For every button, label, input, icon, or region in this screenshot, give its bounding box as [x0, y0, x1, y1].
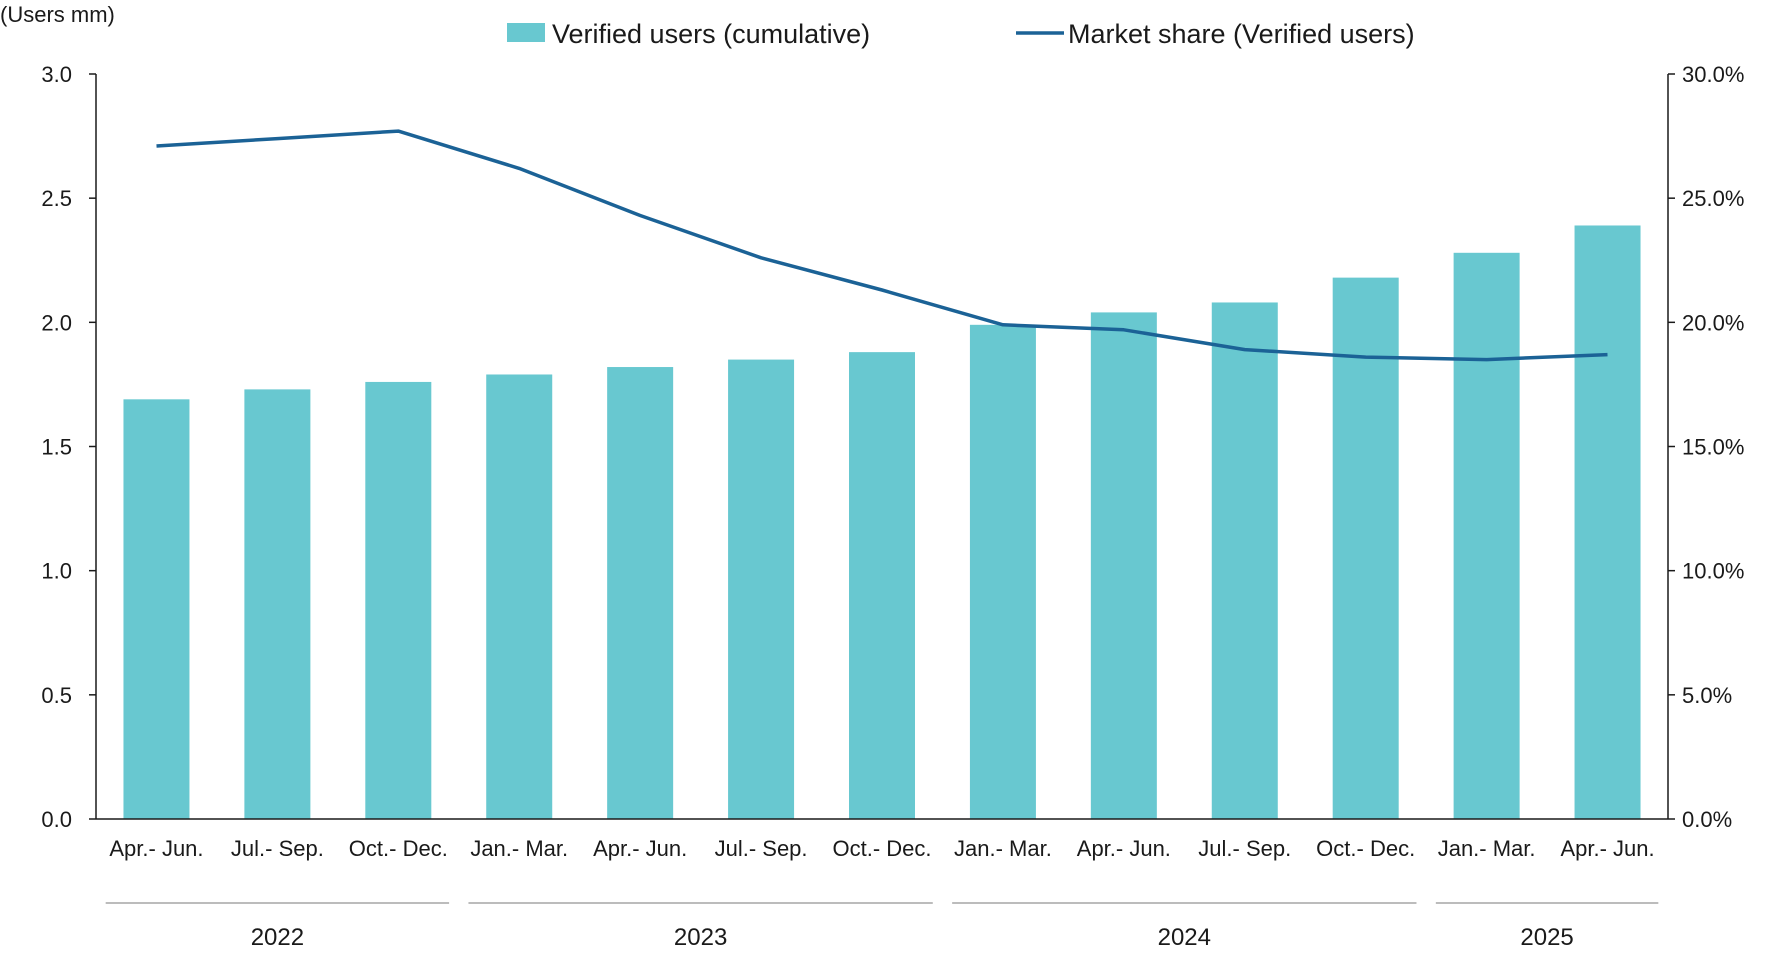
x-tick-label-3: Jan.- Mar.: [470, 836, 568, 861]
x-tick-label-11: Jan.- Mar.: [1438, 836, 1536, 861]
y-right-tick-label-0: 0.0%: [1682, 807, 1732, 832]
year-label-2: 2024: [1158, 924, 1211, 951]
legend-label-line: Market share (Verified users): [1068, 19, 1415, 49]
bar-4: [607, 367, 674, 819]
legend: Verified users (cumulative) Market share…: [507, 19, 1415, 49]
line-group: [156, 129, 1608, 362]
x-tick-label-4: Apr.- Jun.: [593, 836, 687, 861]
y-right-tick-label-2: 10.0%: [1682, 559, 1744, 584]
year-label-0: 2022: [251, 924, 304, 951]
ticks-group: 0.0 0.5 1.0 1.5 2.0 2.5 3.0 0.0% 5.0% 10.0% 15.0% 2…: [41, 62, 1744, 832]
market-share-line: [156, 129, 1608, 362]
y-axis-unit-label: (Users mm): [0, 2, 115, 27]
year-label-1: 2023: [674, 924, 727, 951]
x-tick-label-7: Jan.- Mar.: [954, 836, 1052, 861]
y-right-tick-label-6: 30.0%: [1682, 62, 1744, 87]
y-left-tick-label-0: 0.0: [41, 807, 72, 832]
y-left-tick-label-3: 1.5: [41, 435, 72, 460]
bar-7: [969, 324, 1036, 819]
bar-8: [1090, 312, 1157, 819]
y-right-tick-label-1: 5.0%: [1682, 683, 1732, 708]
legend-swatch-bar: [507, 23, 545, 42]
x-tick-label-2: Oct.- Dec.: [349, 836, 448, 861]
y-left-tick-label-1: 0.5: [41, 683, 72, 708]
category-labels-group: Apr.- Jun. Jul.- Sep. Oct.- Dec. Jan.- Mar.…: [109, 836, 1654, 861]
bar-10: [1332, 277, 1399, 820]
x-tick-label-0: Apr.- Jun.: [109, 836, 203, 861]
bar-2: [365, 381, 432, 819]
x-tick-label-1: Jul.- Sep.: [231, 836, 324, 861]
y-left-tick-label-2: 1.0: [41, 559, 72, 584]
x-tick-label-10: Oct.- Dec.: [1316, 836, 1415, 861]
y-right-tick-label-5: 25.0%: [1682, 186, 1744, 211]
y-right-tick-label-4: 20.0%: [1682, 310, 1744, 335]
y-left-tick-label-6: 3.0: [41, 62, 72, 87]
x-tick-label-9: Jul.- Sep.: [1198, 836, 1291, 861]
bar-9: [1211, 302, 1278, 819]
bar-11: [1453, 252, 1520, 820]
bar-6: [849, 352, 915, 819]
year-label-3: 2025: [1520, 924, 1573, 951]
bar-1: [244, 389, 311, 819]
x-tick-label-5: Jul.- Sep.: [715, 836, 808, 861]
bar-0: [123, 399, 190, 819]
bar-12: [1574, 225, 1641, 819]
year-groups: 2022 2023 2024 2025: [105, 902, 1659, 951]
bar-5: [728, 359, 795, 819]
y-right-tick-label-3: 15.0%: [1682, 435, 1744, 460]
y-left-tick-label-4: 2.0: [41, 310, 72, 335]
y-left-tick-label-5: 2.5: [41, 186, 72, 211]
x-tick-label-6: Oct.- Dec.: [832, 836, 931, 861]
legend-label-bar: Verified users (cumulative): [552, 19, 870, 49]
x-tick-label-8: Apr.- Jun.: [1077, 836, 1171, 861]
x-tick-label-12: Apr.- Jun.: [1560, 836, 1654, 861]
bars-group: [123, 225, 1641, 820]
bar-3: [486, 374, 553, 819]
